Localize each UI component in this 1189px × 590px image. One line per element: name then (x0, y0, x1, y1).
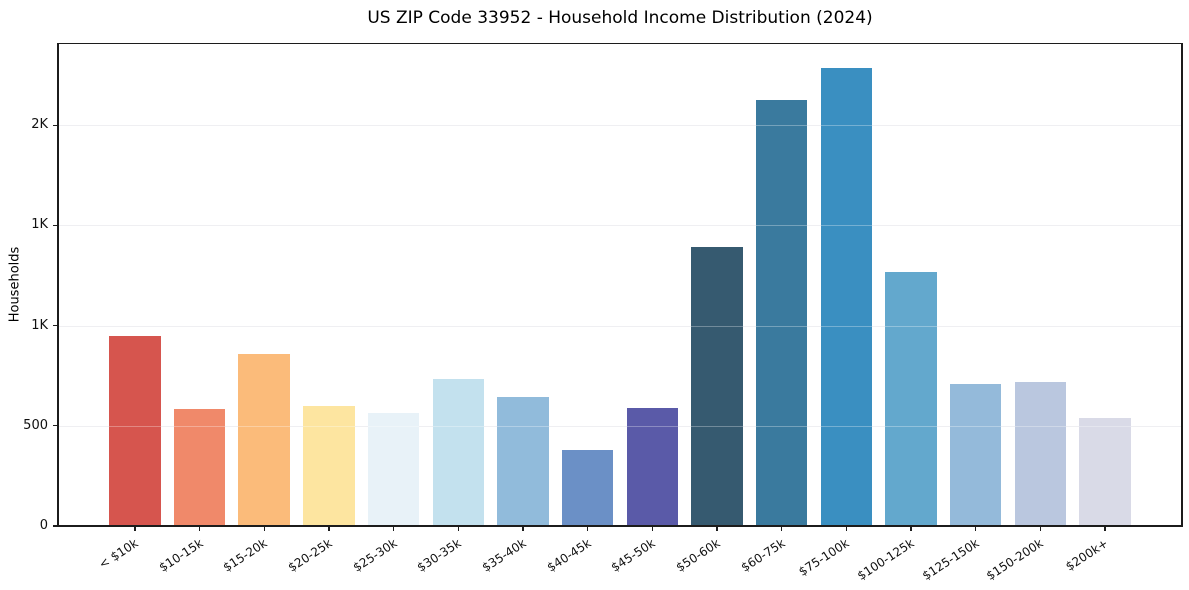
gridline-overlay (58, 125, 1182, 127)
y-axis-title: Households (0, 43, 30, 526)
bar (1079, 417, 1131, 526)
bar (1014, 381, 1067, 526)
gridline-overlay (58, 225, 1182, 227)
gridline (58, 225, 1182, 227)
gridline (58, 325, 1182, 327)
x-tick-mark (781, 526, 783, 531)
bar (626, 407, 679, 526)
bar (691, 247, 743, 526)
bar (109, 335, 161, 526)
y-tick-label: 500 (23, 417, 48, 433)
y-tick-mark (53, 325, 58, 327)
x-tick-mark (199, 526, 201, 531)
plot-area (58, 43, 1182, 526)
x-tick-mark (328, 526, 330, 531)
y-tick-mark (53, 425, 58, 427)
bar (885, 271, 937, 526)
x-tick-mark (522, 526, 524, 531)
axis-spine-bottom (57, 525, 1183, 527)
bar (755, 100, 808, 526)
bar (303, 405, 355, 526)
x-tick-mark (716, 526, 718, 531)
x-tick-mark (393, 526, 395, 531)
bar (238, 353, 291, 526)
x-tick-mark (651, 526, 653, 531)
chart-title: US ZIP Code 33952 - Household Income Dis… (367, 8, 873, 28)
y-tick-mark (53, 224, 58, 227)
x-tick-label: < $10k (96, 536, 141, 572)
gridline (58, 125, 1182, 127)
gridline-overlay (58, 325, 1182, 327)
y-tick-label: 1K (31, 217, 48, 233)
y-tick-label: 2K (31, 117, 48, 133)
y-tick-mark (53, 525, 58, 527)
x-tick-mark (975, 526, 977, 531)
x-tick-mark (457, 526, 459, 531)
x-tick-mark (134, 526, 136, 531)
axis-spine-right (1181, 43, 1183, 527)
x-tick-mark (845, 526, 848, 531)
x-tick-mark (587, 526, 589, 531)
y-tick-label: 0 (39, 518, 48, 533)
x-tick-mark (1039, 526, 1042, 531)
bar (367, 412, 420, 526)
bar (820, 68, 873, 526)
bar (497, 396, 549, 526)
bar (173, 408, 226, 526)
bar (561, 449, 614, 526)
bar (949, 383, 1002, 526)
bar (432, 378, 485, 526)
y-axis-title-text: Households (7, 246, 23, 323)
axis-spine-top (57, 43, 1183, 45)
x-tick-mark (910, 526, 912, 531)
x-tick-mark (263, 526, 265, 531)
x-tick-mark (1104, 526, 1106, 531)
gridline-overlay (58, 425, 1182, 427)
y-tick-mark (53, 124, 58, 126)
gridline (58, 425, 1182, 427)
axis-spine-left (57, 43, 59, 527)
y-tick-label: 1K (31, 317, 48, 333)
